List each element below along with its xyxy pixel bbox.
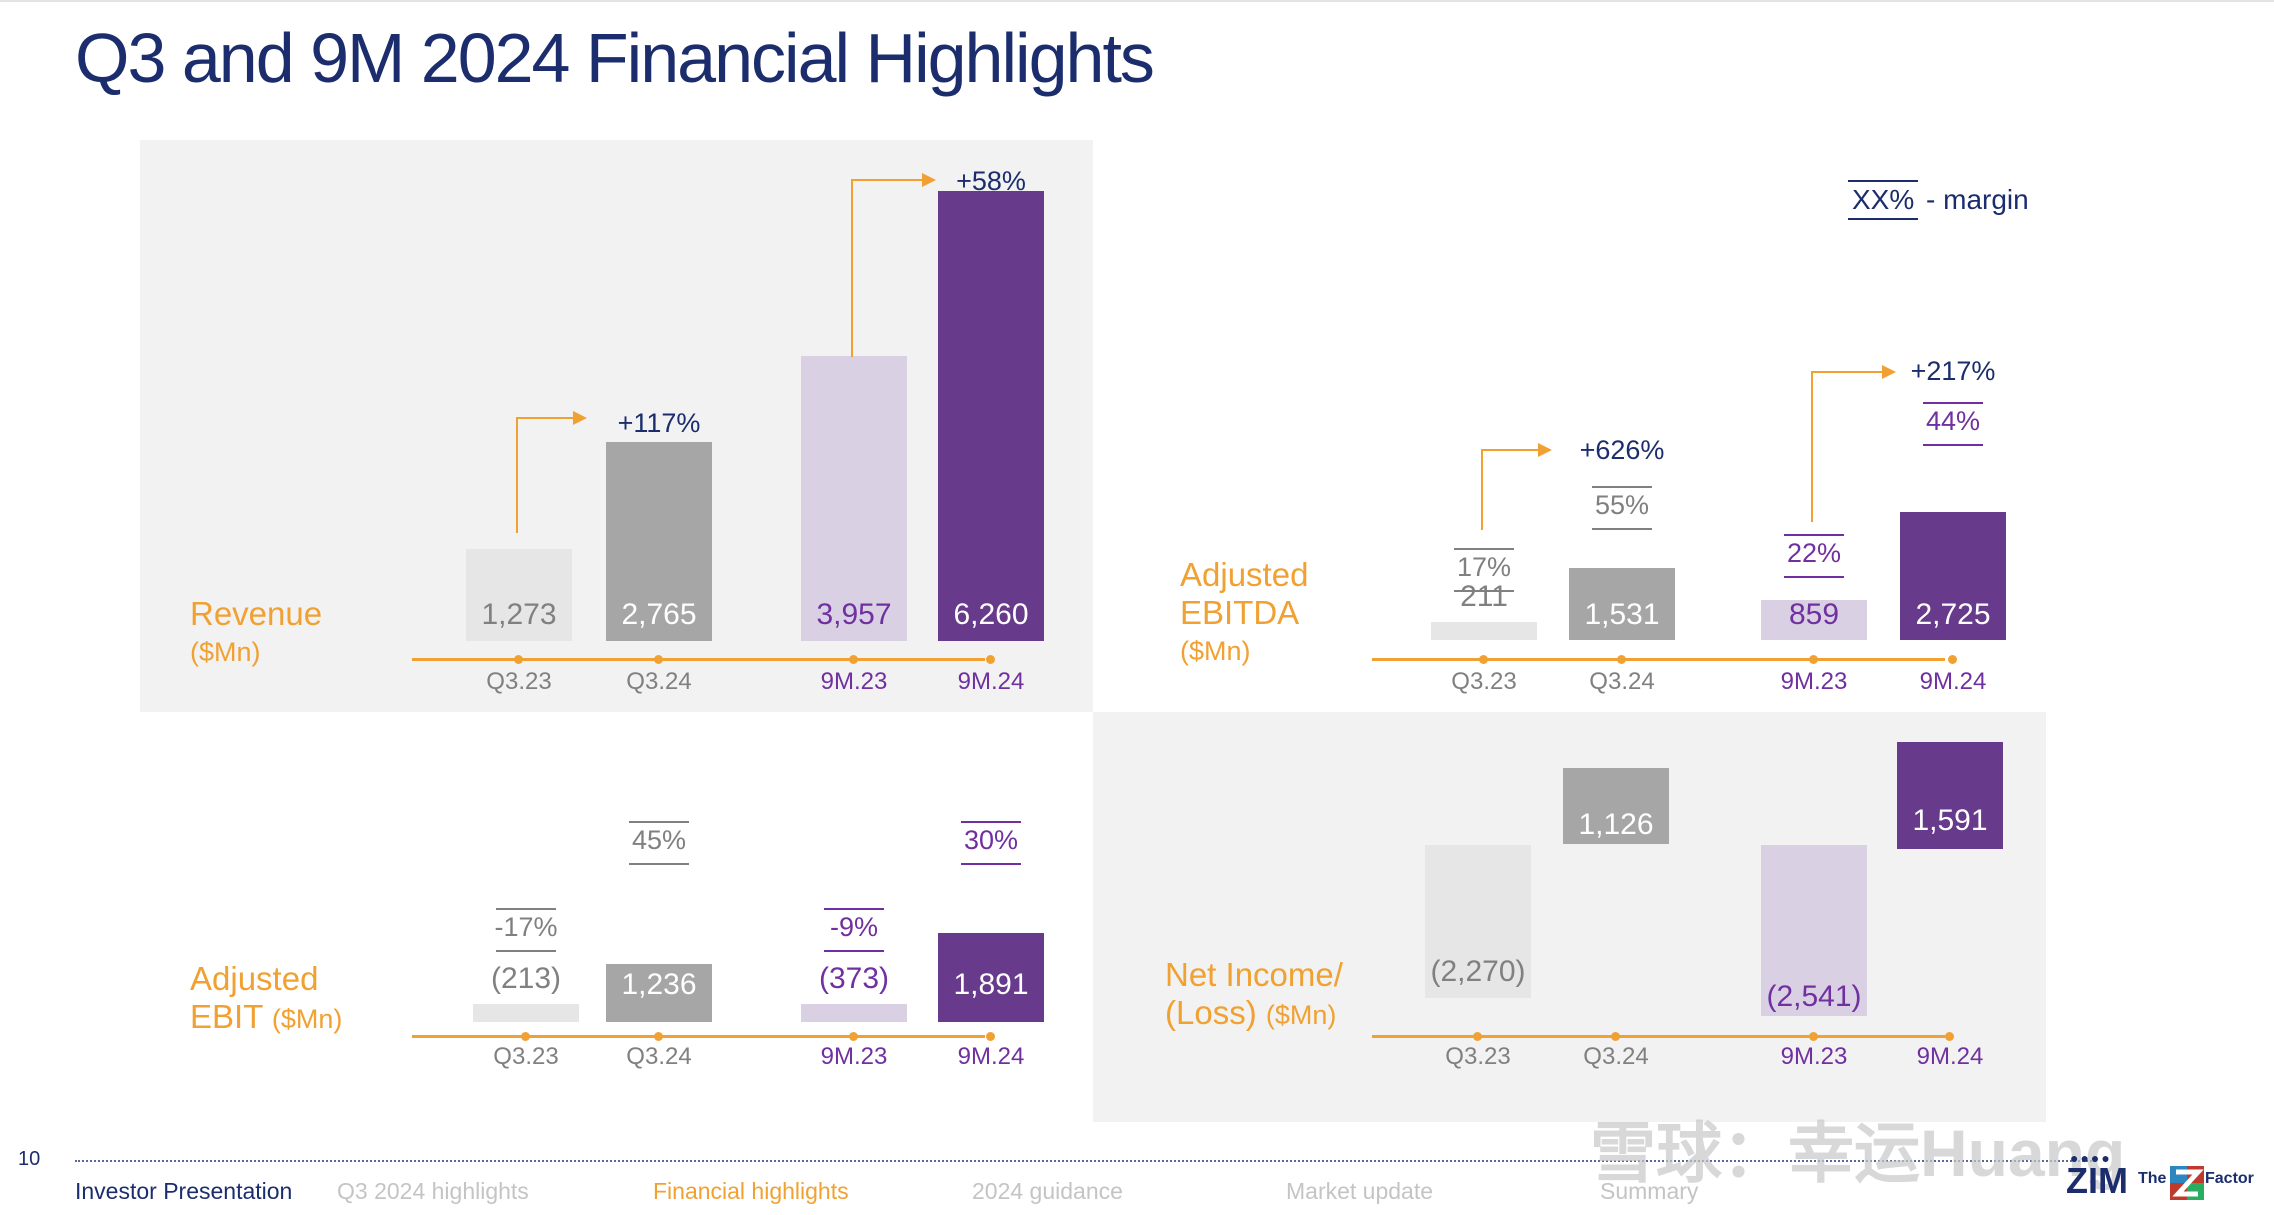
footer-divider (75, 1160, 2095, 1162)
page-title: Q3 and 9M 2024 Financial Highlights (75, 19, 1155, 97)
ebit-margin-bottomline-2 (824, 950, 884, 952)
ebitda-margin-bottomline-0 (1454, 590, 1514, 592)
ebitda-value-3: 2,725 (1915, 598, 1991, 631)
ebit-bar-2 (801, 1004, 907, 1022)
footer-nav-item-3[interactable]: Market update (1286, 1178, 1434, 1204)
margin-legend: XX% - margin (1848, 180, 2029, 220)
ebit-margin-topline-0 (496, 908, 556, 910)
ebitda-growth-0: +626% (1579, 435, 1665, 465)
ebit-label: Adjusted EBIT ($Mn) (190, 960, 342, 1038)
ebit-margin-3: 30% (963, 825, 1019, 855)
ebitda-label-unit: ($Mn) (1180, 636, 1251, 666)
ebitda-axis (1372, 658, 1945, 661)
ebitda-growth-arrowhead-1 (1882, 365, 1896, 379)
ebitda-dot-2 (1809, 655, 1818, 664)
ebitda-cat-1: Q3.24 (1589, 668, 1655, 695)
ebitda-margin-3: 44% (1925, 406, 1981, 436)
ebit-bar-0 (473, 1004, 579, 1022)
z-factor-icon (2170, 1166, 2204, 1200)
ebitda-dot-0 (1479, 655, 1488, 664)
ebitda-cat-3: 9M.24 (1919, 668, 1987, 695)
ebit-label-main2: EBIT (190, 998, 272, 1035)
ebitda-value-1: 1,531 (1584, 598, 1660, 631)
ebitda-cat-2: 9M.23 (1780, 668, 1848, 695)
ebitda-margin-0: 17% (1456, 552, 1512, 582)
ebit-value-1: 1,236 (621, 968, 697, 1001)
legend-box: XX% (1848, 180, 1919, 220)
ebitda-bar-2 (1761, 599, 1867, 640)
ebit-bar-1 (606, 963, 712, 1022)
ebitda-growth-arrowhead-0 (1538, 443, 1552, 457)
ebitda-margin-1: 55% (1594, 490, 1650, 520)
footer-nav-item-1[interactable]: Financial highlights (653, 1178, 849, 1204)
ebit-dot-1 (654, 1032, 663, 1041)
ebitda-margin-bottomline-1 (1592, 528, 1652, 530)
ebit-value-2: (373) (818, 962, 890, 995)
logo-the: The (2138, 1170, 2167, 1187)
ebit-margin-0: -17% (494, 912, 558, 942)
ebitda-value-0: 211 (1460, 580, 1508, 613)
ebit-margin-topline-3 (961, 821, 1021, 823)
ebit-dot-3 (986, 1032, 995, 1041)
ebit-dot-0 (521, 1032, 530, 1041)
footer-nav-item-2[interactable]: 2024 guidance (972, 1178, 1123, 1204)
logo-factor: Factor (2205, 1170, 2254, 1187)
ebit-margin-1: 45% (631, 825, 687, 855)
footer-nav-item-4[interactable]: Summary (1600, 1178, 1699, 1204)
ebitda-value-2: 859 (1788, 598, 1840, 631)
ebit-margin-bottomline-0 (496, 950, 556, 952)
ebitda-cat-0: Q3.23 (1451, 668, 1517, 695)
ebit-axis (412, 1035, 985, 1038)
ebit-margin-topline-1 (629, 821, 689, 823)
ebitda-label: Adjusted EBITDA ($Mn) (1180, 556, 1308, 670)
ebit-cat-0: Q3.23 (493, 1043, 559, 1070)
ebitda-bar-3 (1900, 511, 2006, 640)
ebit-cat-3: 9M.24 (957, 1043, 1025, 1070)
ebitda-bar-0 (1431, 622, 1537, 640)
ebit-value-3: 1,891 (953, 968, 1029, 1001)
ebitda-margin-topline-0 (1454, 548, 1514, 550)
ebit-cat-1: Q3.24 (626, 1043, 692, 1070)
ebitda-growth-arrow-1 (1811, 371, 1882, 522)
zim-logo-dots: ●●●● (2070, 1150, 2112, 1166)
page-number: 10 (18, 1148, 41, 1170)
top-divider (0, 0, 2274, 2)
zim-logo: ZIM (2066, 1160, 2128, 1201)
ebit-dot-2 (849, 1032, 858, 1041)
watermark: 雪球：幸运Huang (1590, 1116, 2126, 1190)
footer-investor-presentation: Investor Presentation (75, 1178, 293, 1204)
netincome-panel-bg (1093, 712, 2046, 1122)
ebit-margin-bottomline-3 (961, 863, 1021, 865)
ebitda-growth-1: +217% (1910, 356, 1996, 386)
ebit-margin-2: -9% (829, 912, 878, 942)
ebit-label-unit-text: ($Mn) (271, 1004, 343, 1034)
ebitda-growth-arrow-0 (1481, 449, 1538, 530)
revenue-panel-bg (140, 140, 1093, 712)
ebit-label-main: Adjusted (190, 960, 319, 997)
ebitda-margin-bottomline-2 (1784, 576, 1844, 578)
ebit-cat-2: 9M.23 (820, 1043, 888, 1070)
ebitda-label-main2: EBITDA (1180, 594, 1300, 631)
ebit-margin-bottomline-1 (629, 863, 689, 865)
ebitda-bar-1 (1569, 568, 1675, 640)
ebitda-margin-2: 22% (1786, 538, 1842, 568)
ebitda-margin-bottomline-3 (1923, 444, 1983, 446)
ebit-label-unit: EBIT ($Mn) (190, 998, 342, 1038)
legend-text: - margin (1918, 184, 2029, 215)
ebit-value-0: (213) (490, 962, 562, 995)
ebitda-dot-1 (1617, 655, 1626, 664)
ebitda-dot-3 (1948, 655, 1957, 664)
ebitda-margin-topline-1 (1592, 486, 1652, 488)
ebit-bar-3 (938, 933, 1044, 1022)
ebit-margin-topline-2 (824, 908, 884, 910)
ebitda-margin-topline-3 (1923, 402, 1983, 404)
ebitda-margin-topline-2 (1784, 534, 1844, 536)
footer-nav-item-0[interactable]: Q3 2024 highlights (337, 1178, 529, 1204)
ebitda-label-main: Adjusted (1180, 556, 1309, 593)
